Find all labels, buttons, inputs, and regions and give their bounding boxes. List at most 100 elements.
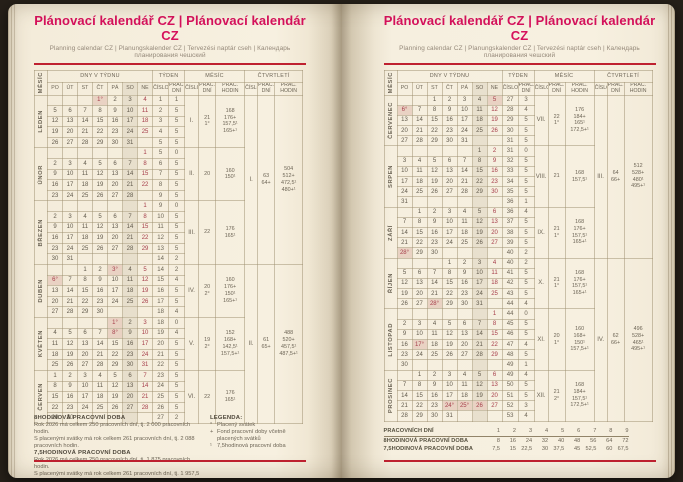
day-cell: 24 [62, 242, 78, 255]
week-workdays-cell: 4 [517, 104, 535, 116]
day-cell: 27 [396, 135, 413, 147]
conversion-value: 56 [590, 437, 597, 444]
day-cell [77, 94, 93, 107]
day-cell: 19 [396, 288, 413, 300]
day-cell: 2 [426, 206, 443, 218]
day-cell [77, 253, 93, 265]
day-cell [441, 145, 458, 157]
day-cell: 5 [426, 155, 443, 167]
day-cell [136, 253, 154, 265]
day-cell: 30 [441, 135, 458, 147]
month-number-cell: VIII. [533, 145, 549, 208]
day-cell: 28 [456, 186, 473, 198]
day-cell: 3 [62, 211, 78, 223]
day-cell: 15 [486, 328, 503, 341]
day-cell: 25° [456, 400, 473, 412]
day-cell: 2 [122, 316, 138, 329]
day-cell: 9 [456, 267, 473, 279]
value-line: 21 [553, 276, 560, 283]
day-cell [486, 196, 503, 208]
week-number-cell: 6 [152, 158, 170, 170]
day-cell: 24° [441, 400, 458, 412]
month-workhours-cell: 168 176+ 157,5¹ 165+¹ [564, 257, 595, 310]
value-line: 165¹ [224, 396, 236, 403]
day-name-header: PO [47, 81, 63, 96]
value-line: 1° [554, 120, 560, 127]
day-cell: 4 [136, 94, 154, 107]
day-cell: 22 [77, 295, 93, 308]
day-cell: 5 [396, 267, 413, 279]
value-line: 165¹ [224, 232, 236, 239]
week-number-cell: 42 [501, 277, 519, 290]
value-line: 488 [284, 330, 294, 337]
value-line: 168+ [224, 337, 237, 344]
week-workdays-cell: 5 [517, 125, 535, 137]
day-cell: 8 [471, 155, 488, 167]
day-cell: 23 [92, 295, 108, 308]
day-cell: 14 [396, 389, 413, 402]
day-cell [107, 253, 123, 265]
week-number-cell: 43 [501, 288, 519, 300]
day-cell: 22 [107, 348, 123, 361]
day-cell [92, 253, 108, 265]
day-cell: 20 [47, 295, 63, 308]
day-cell: 26 [396, 298, 413, 310]
week-number-cell: 39 [501, 237, 519, 249]
day-cell [471, 196, 488, 208]
week-workdays-cell: 5 [168, 168, 186, 181]
month-name-cell: PROSINEC [383, 369, 398, 422]
week-number-cell: 37 [501, 216, 519, 228]
day-cell [486, 410, 503, 422]
week-workdays-cell: 5 [168, 189, 186, 202]
week-workdays-cell: 2 [168, 264, 186, 276]
day-cell: 12 [396, 277, 413, 290]
day-cell: 17 [77, 391, 93, 403]
day-cell: 10 [122, 105, 138, 117]
value-line: 142,5¹ [222, 343, 238, 350]
value-line: 1° [554, 339, 560, 346]
day-cell: 27 [107, 189, 123, 202]
week-workdays-cell: 5 [168, 179, 186, 191]
week-number-cell: 9 [152, 189, 170, 202]
day-cell: 18 [426, 338, 443, 351]
day-cell: 14 [411, 114, 428, 127]
day-cell: 30 [486, 186, 503, 198]
value-line: 22 [204, 393, 211, 400]
day-cell: 22 [47, 401, 63, 414]
day-cell: 17° [411, 338, 428, 351]
day-cell: 2 [47, 158, 63, 170]
week-workdays-cell: 5 [168, 348, 186, 361]
month-workdays-cell: 19 2° [198, 316, 217, 371]
conversion-value: 1 [483, 427, 500, 437]
day-cell: 3 [441, 369, 458, 381]
week-number-cell: 14 [152, 264, 170, 276]
day-cell: 5 [92, 211, 108, 223]
day-cell [92, 316, 108, 329]
day-cell: 21 [396, 400, 413, 412]
value-line: 176+ [224, 114, 237, 121]
week-number-cell: 5 [152, 147, 170, 160]
day-cell [486, 135, 503, 147]
day-cell: 5 [47, 105, 63, 117]
week-workdays-cell: 4 [517, 298, 535, 310]
day-cell [426, 196, 443, 208]
quarter-number-cell: II. [244, 264, 259, 424]
day-cell: 6 [122, 369, 138, 382]
days-group-header: DNY V TÝDNU [46, 69, 154, 83]
day-cell: 7 [396, 216, 413, 228]
day-cell: 29 [411, 410, 428, 422]
day-name-header: ÚT [411, 81, 428, 96]
week-row: 9 10 11 12 13 14 15 46 5 [384, 328, 652, 341]
day-cell: 28 [92, 359, 108, 371]
day-cell: 22 [411, 400, 428, 412]
day-name-header: SO [471, 81, 488, 96]
day-cell: 9 [107, 105, 123, 117]
value-line: 1° [204, 121, 210, 128]
day-cell: 2 [396, 318, 413, 330]
header-rule [383, 63, 656, 65]
day-cell: 25 [77, 242, 93, 255]
day-name-header: ÚT [62, 81, 78, 96]
day-cell: 15 [136, 168, 154, 181]
value-line: 165+¹ [572, 239, 587, 246]
day-cell: 19 [62, 348, 78, 361]
